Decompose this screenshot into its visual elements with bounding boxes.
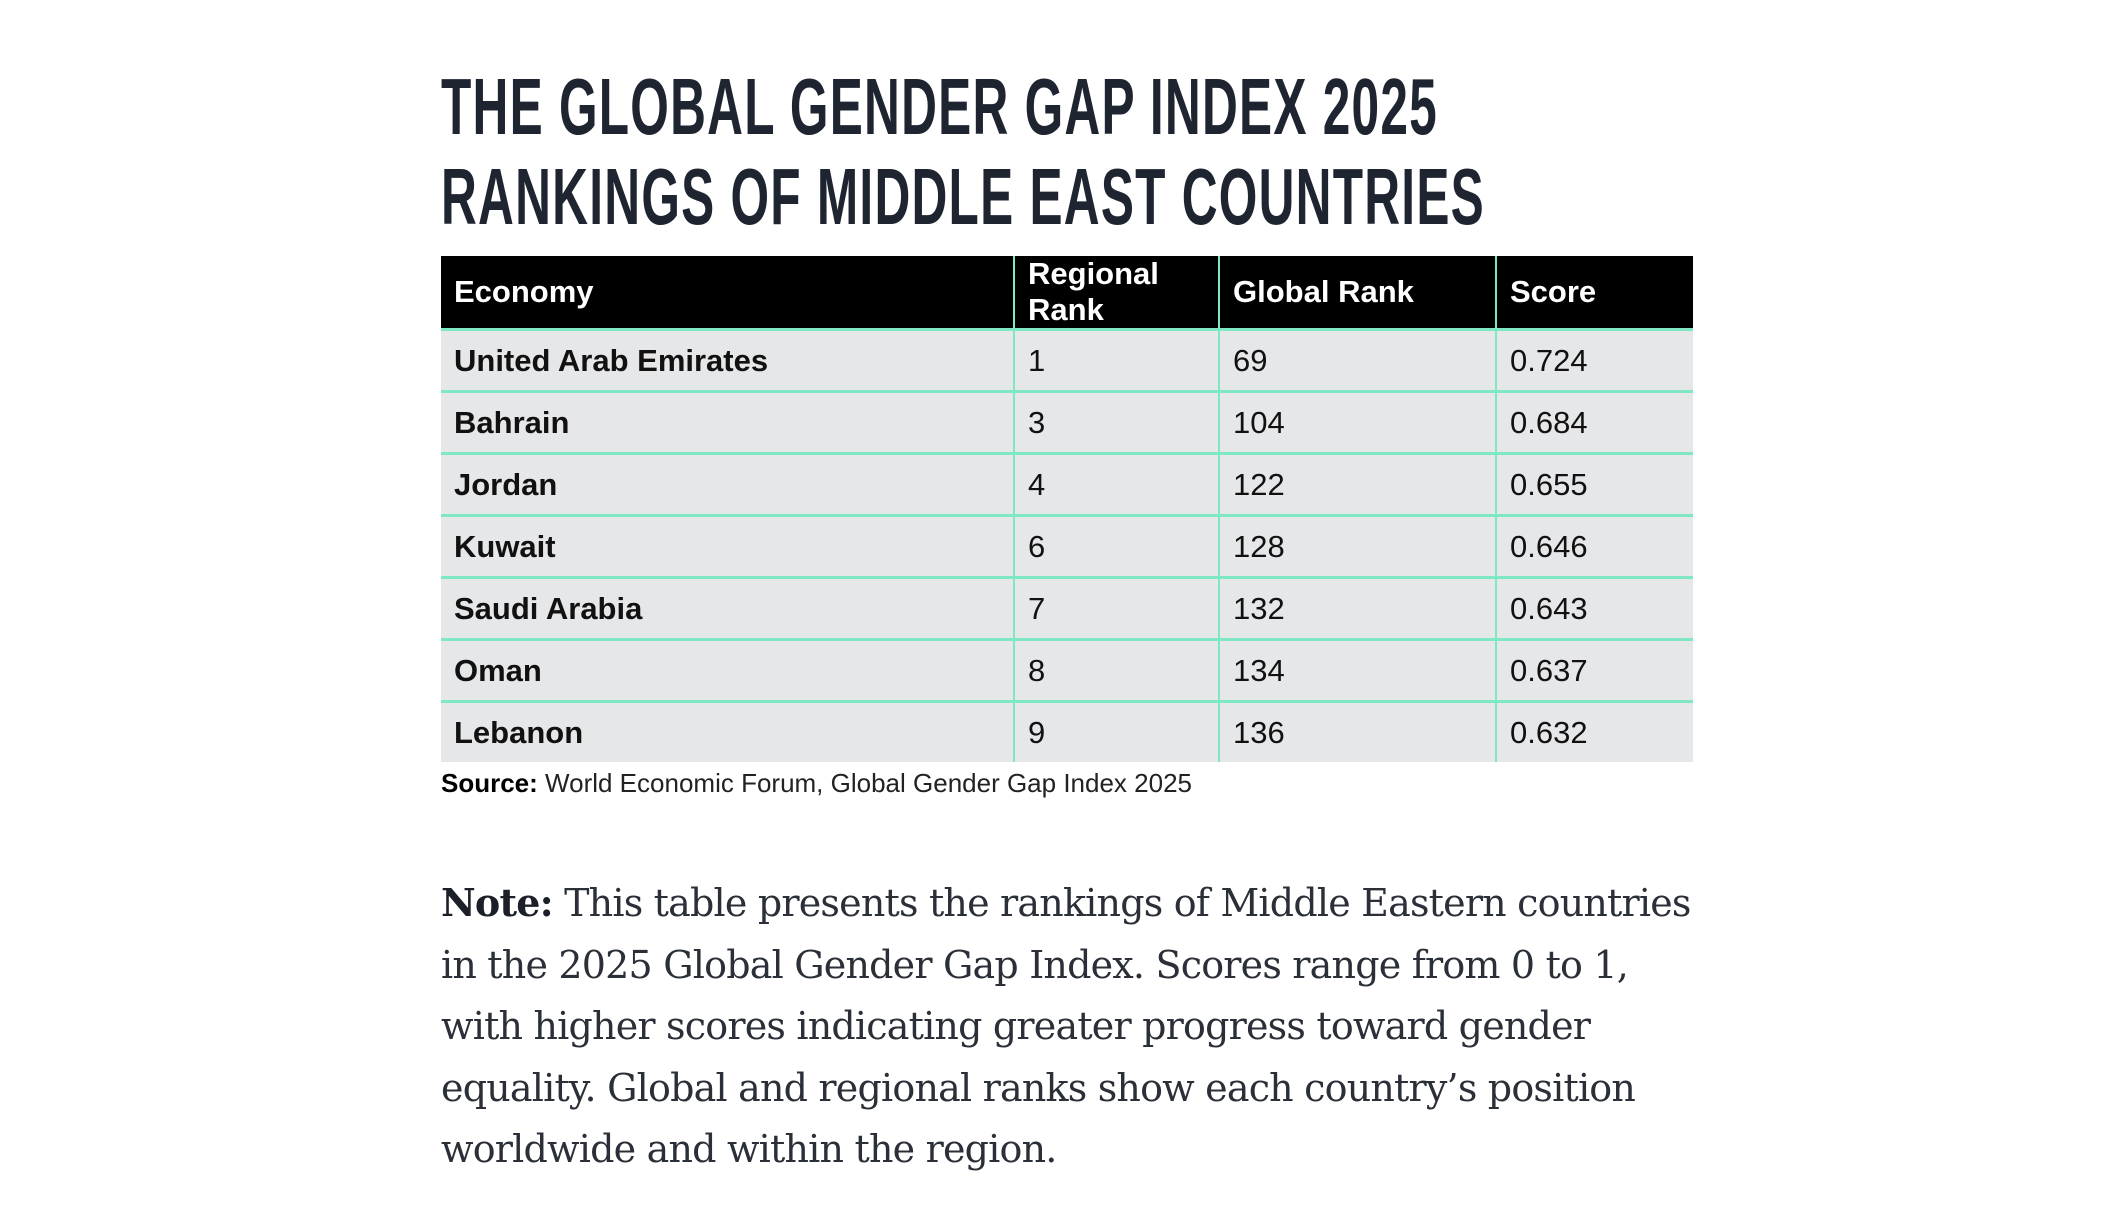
cell-regional-rank: 8 <box>1013 639 1219 703</box>
source-text: World Economic Forum, Global Gender Gap … <box>537 768 1192 798</box>
cell-score: 0.632 <box>1495 701 1693 762</box>
source-label: Source: <box>441 768 538 798</box>
title-line-2: RANKINGS OF MIDDLE EAST COUNTRIES <box>441 152 1485 241</box>
table-row: Saudi Arabia 7 132 0.643 <box>441 577 1693 641</box>
cell-score: 0.684 <box>1495 391 1693 455</box>
cell-global-rank: 69 <box>1218 329 1496 393</box>
cell-score: 0.646 <box>1495 515 1693 579</box>
table-row: Oman 8 134 0.637 <box>441 639 1693 703</box>
cell-economy: Lebanon <box>441 701 1014 762</box>
header-global-rank: Global Rank <box>1218 256 1496 331</box>
cell-global-rank: 132 <box>1218 577 1496 641</box>
note-label: Note: <box>441 880 554 925</box>
rankings-table: Economy Regional Rank Global Rank Score … <box>441 256 1693 762</box>
table-row: United Arab Emirates 1 69 0.724 <box>441 329 1693 393</box>
source-citation: Source: World Economic Forum, Global Gen… <box>441 768 1192 799</box>
table-row: Bahrain 3 104 0.684 <box>441 391 1693 455</box>
cell-global-rank: 104 <box>1218 391 1496 455</box>
title-line-1: THE GLOBAL GENDER GAP INDEX 2025 <box>441 62 1438 151</box>
table-row: Kuwait 6 128 0.646 <box>441 515 1693 579</box>
header-economy: Economy <box>441 256 1014 331</box>
note-text: This table presents the rankings of Midd… <box>441 881 1691 1171</box>
cell-global-rank: 136 <box>1218 701 1496 762</box>
header-score: Score <box>1495 256 1693 331</box>
cell-regional-rank: 1 <box>1013 329 1219 393</box>
cell-global-rank: 134 <box>1218 639 1496 703</box>
cell-score: 0.643 <box>1495 577 1693 641</box>
cell-economy: Bahrain <box>441 391 1014 455</box>
cell-economy: Oman <box>441 639 1014 703</box>
page-title: THE GLOBAL GENDER GAP INDEX 2025 RANKING… <box>441 62 1485 242</box>
table-header-row: Economy Regional Rank Global Rank Score <box>441 256 1693 331</box>
cell-regional-rank: 6 <box>1013 515 1219 579</box>
table-row: Jordan 4 122 0.655 <box>441 453 1693 517</box>
cell-regional-rank: 3 <box>1013 391 1219 455</box>
header-regional-rank: Regional Rank <box>1013 256 1219 331</box>
cell-economy: Kuwait <box>441 515 1014 579</box>
cell-score: 0.724 <box>1495 329 1693 393</box>
table-row: Lebanon 9 136 0.632 <box>441 701 1693 762</box>
cell-score: 0.637 <box>1495 639 1693 703</box>
cell-economy: United Arab Emirates <box>441 329 1014 393</box>
cell-global-rank: 128 <box>1218 515 1496 579</box>
cell-economy: Jordan <box>441 453 1014 517</box>
cell-regional-rank: 9 <box>1013 701 1219 762</box>
cell-regional-rank: 7 <box>1013 577 1219 641</box>
cell-regional-rank: 4 <box>1013 453 1219 517</box>
cell-global-rank: 122 <box>1218 453 1496 517</box>
cell-score: 0.655 <box>1495 453 1693 517</box>
note-paragraph: Note: This table presents the rankings o… <box>441 872 1691 1181</box>
cell-economy: Saudi Arabia <box>441 577 1014 641</box>
